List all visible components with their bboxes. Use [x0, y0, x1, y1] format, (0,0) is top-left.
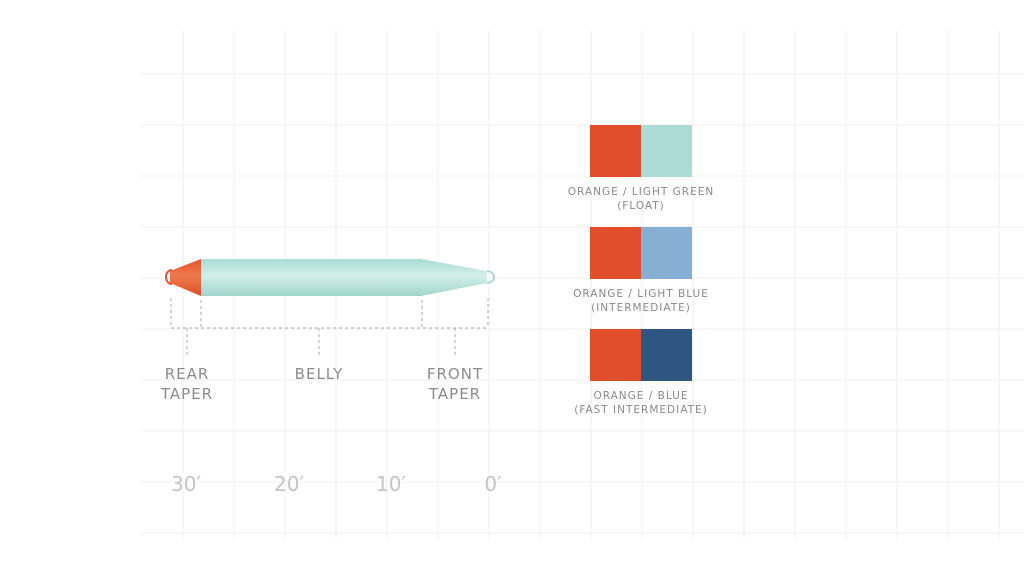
- swatch-left-color: [590, 329, 641, 381]
- swatch-right-color: [641, 227, 692, 279]
- scale-label-10: 10′: [376, 472, 406, 496]
- rear-loop: [165, 269, 173, 285]
- swatch-left-color: [590, 227, 641, 279]
- color-swatch: [590, 329, 692, 381]
- swatch-right-color: [641, 329, 692, 381]
- scale-label-30: 30′: [171, 472, 201, 496]
- rear-taper-segment: [170, 259, 201, 296]
- front-loop: [486, 270, 495, 284]
- scale-label-0: 0′: [484, 472, 502, 496]
- swatch-right-color: [641, 125, 692, 177]
- swatch-caption: ORANGE / LIGHT GREEN (FLOAT): [531, 185, 751, 213]
- swatch-left-color: [590, 125, 641, 177]
- swatch-color-name: ORANGE / BLUE: [593, 390, 689, 402]
- swatch-line-type: (INTERMEDIATE): [591, 302, 691, 314]
- swatch-caption: ORANGE / LIGHT BLUE (INTERMEDIATE): [531, 287, 751, 315]
- rear-taper-label: REAR TAPER: [160, 365, 214, 403]
- color-swatch: [590, 125, 692, 177]
- swatch-line-type: (FAST INTERMEDIATE): [574, 404, 708, 416]
- swatch-color-name: ORANGE / LIGHT BLUE: [573, 288, 709, 300]
- section-brackets: [170, 298, 489, 358]
- swatch-color-name: ORANGE / LIGHT GREEN: [567, 186, 715, 198]
- swatch-caption: ORANGE / BLUE (FAST INTERMEDIATE): [531, 389, 751, 417]
- belly-label: BELLY: [294, 365, 344, 383]
- belly-segment: [201, 259, 487, 296]
- swatch-line-type: (FLOAT): [617, 200, 665, 212]
- color-swatch: [590, 227, 692, 279]
- front-taper-label: FRONT TAPER: [426, 365, 484, 403]
- scale-label-20: 20′: [274, 472, 304, 496]
